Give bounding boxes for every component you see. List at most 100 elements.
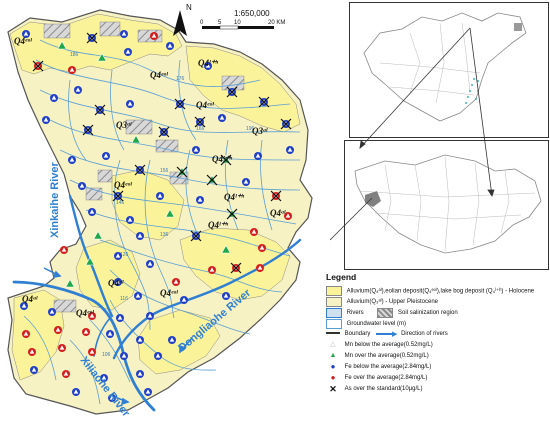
mn-below-triangle (83, 329, 89, 334)
sample-point (158, 126, 170, 138)
mn-below-triangle (23, 31, 29, 36)
mn-below-triangle (117, 315, 123, 320)
sample-point (94, 104, 106, 116)
mn-below-triangle (115, 253, 121, 258)
as-over-cross (134, 164, 146, 176)
as-over-cross (112, 190, 124, 202)
boundary-swatch (326, 332, 340, 334)
mn-below-triangle (69, 157, 75, 162)
mn-below-triangle (61, 247, 67, 252)
as-over-cross (194, 116, 206, 128)
mn-below-triangle (223, 293, 229, 298)
contour-label: 106 (102, 352, 111, 358)
province-outline (354, 154, 542, 254)
mn-below-triangle (21, 303, 27, 308)
as-over-cross (258, 96, 270, 108)
mn-below-triangle (243, 179, 249, 184)
china-outline (363, 12, 527, 122)
legend-item-rivers: Rivers Soil salinization region (326, 308, 458, 318)
blue-dot-icon: ● (330, 362, 336, 371)
as-over-cross (226, 208, 238, 220)
sample-point (68, 66, 76, 74)
sample-point (20, 302, 28, 310)
as-over-cross (158, 126, 170, 138)
contour-label: 176 (176, 76, 185, 82)
mn-below-triangle (89, 349, 95, 354)
sample-point (221, 244, 231, 254)
sample-point (194, 116, 206, 128)
mn-below-triangle (107, 331, 113, 336)
mn-below-triangle (103, 153, 109, 158)
as-over-cross (190, 230, 202, 242)
geo-label: Q4ˡ⁺ʰ (212, 154, 232, 164)
legend: Legend Alluvium(Q₄ᵃˡ),eolian deposit(Q₄ᵉ… (326, 272, 548, 420)
legend-text: Direction of rivers (401, 331, 448, 337)
sample-point (74, 86, 82, 94)
geo-unit-labels: Q4ᵉᵒˡ Q4ˡ⁺ʰ Q4ᵉᵒˡ Q3ᵃˡ Q4ᵉᵒˡ Q3ᵃˡ Q4ˡ⁺ʰ … (14, 36, 286, 318)
scale-ratio: 1:650,000 (234, 9, 270, 18)
sample-point (78, 182, 86, 190)
river-swatch (326, 308, 342, 318)
mn-below-triangle (63, 371, 69, 376)
legend-item-holocene: Alluvium(Q₄ᵃˡ),eolian deposit(Q₄ᵉᵒˡ),lak… (326, 286, 534, 296)
legend-text: As over the standard(10μg/L) (344, 386, 423, 392)
mn-below-triangle (59, 345, 65, 350)
mn-below-triangle (147, 261, 153, 266)
contour-label: 146 (116, 200, 125, 206)
sample-point (65, 278, 75, 288)
geo-label: Q4ᵃˡ (270, 208, 286, 218)
sample-point (204, 62, 212, 70)
sample-point (258, 244, 266, 252)
mn-below-triangle (137, 337, 143, 342)
geo-label: Q4ˡ⁺ʰ (198, 58, 218, 68)
mn-below-triangle (135, 293, 141, 298)
as-over-cross (270, 190, 282, 202)
mn-over-triangle (85, 256, 95, 266)
mn-below-triangle (145, 389, 151, 394)
mn-below-triangle (79, 183, 85, 188)
salinization-regions (43, 21, 245, 313)
river-label-xinkaihe: Xinkaihe River (49, 161, 61, 238)
geo-label: Q4ᵉᵒˡ (76, 308, 94, 318)
geo-label: Q3ᵃˡ (116, 120, 132, 130)
mn-below-triangle (255, 153, 261, 158)
study-region-highlight (514, 23, 522, 31)
mn-below-triangle (193, 147, 199, 152)
sample-point (42, 116, 50, 124)
main-map: 176 166 156 146 136 126 116 106 186 196 … (7, 3, 313, 420)
sample-point (60, 246, 68, 254)
legend-item-pleistocene: Alluvium(Q₃ᵃˡ) - Upper Pleistocene (326, 297, 438, 307)
mn-below-triangle (155, 353, 161, 358)
sample-point (136, 370, 144, 378)
as-over-cross (230, 262, 242, 274)
mn-below-triangle (75, 87, 81, 92)
sample-point (180, 296, 188, 304)
mn-over-triangle (65, 278, 75, 288)
sample-point (196, 196, 204, 204)
contour-labels: 176 166 156 146 136 126 116 106 186 196 (70, 52, 255, 358)
legend-item-gw-level: Groundwater level (m) (326, 319, 406, 329)
sample-point (176, 166, 188, 178)
sample-point (72, 388, 80, 396)
gw-level-swatch (326, 319, 342, 329)
sample-point (32, 60, 44, 72)
sample-point (120, 352, 128, 360)
legend-text: Groundwater level (m) (346, 321, 407, 327)
mn-below-triangle (51, 95, 57, 100)
mn-below-triangle (251, 229, 257, 234)
sample-point (106, 330, 114, 338)
sample-point (154, 352, 162, 360)
mn-below-triangle (73, 389, 79, 394)
mn-below-triangle (219, 115, 225, 120)
sample-point (136, 232, 144, 240)
mn-below-triangle (121, 31, 127, 36)
mn-below-triangle (151, 33, 157, 38)
mn-below-triangle (157, 193, 163, 198)
sample-point (146, 312, 154, 320)
red-dot-icon: ● (330, 373, 336, 382)
sample-point (270, 190, 282, 202)
as-over-cross (86, 32, 98, 44)
legend-item-fe-below: ● Fe below the average(2.84mg/L) (326, 362, 432, 373)
arrow-head-icon: ▶ (392, 331, 398, 338)
mn-below-triangle (181, 297, 187, 302)
